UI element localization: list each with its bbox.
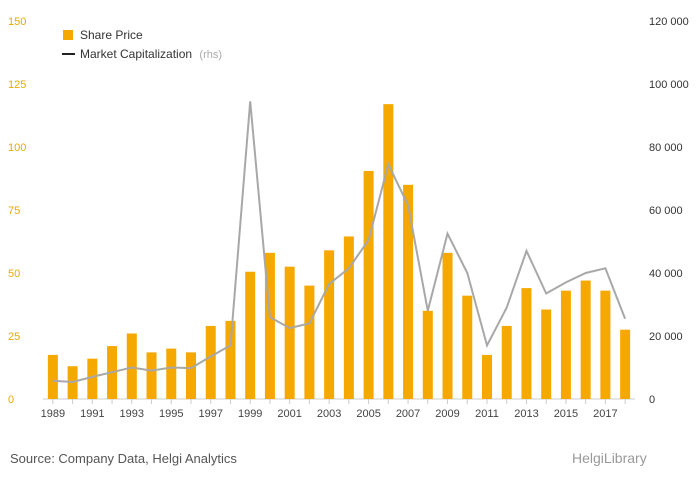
- x-axis-ticks: 1989 1991 1993 1995 1997 1999 2001 2003 2005 2007…: [41, 399, 626, 420]
- right-axis: 0 20 000 40 000 60 000 80 000 100 000 120 000: [649, 16, 689, 406]
- right-tick-label: 40 000: [649, 268, 683, 280]
- share-price-bar: [87, 358, 98, 399]
- left-tick-label: 50: [8, 268, 20, 280]
- market-cap-line: [52, 101, 627, 384]
- x-tick-label: 2013: [514, 408, 538, 420]
- share-price-bar: [205, 325, 216, 399]
- left-axis: 0 25 50 75 100 125 150: [8, 16, 26, 406]
- x-tick-label: 1989: [41, 408, 65, 420]
- left-tick-label: 25: [8, 331, 20, 343]
- left-tick-label: 125: [8, 79, 26, 91]
- brand-text: HelgiLibrary: [572, 450, 647, 466]
- x-tick-label: 1997: [198, 408, 222, 420]
- right-tick-label: 80 000: [649, 142, 683, 154]
- share-price-bar: [245, 271, 256, 399]
- left-tick-label: 0: [8, 394, 14, 406]
- x-tick-label: 2017: [593, 408, 617, 420]
- x-tick-label: 2011: [475, 408, 499, 420]
- brand-logo: HelgiLibrary: [572, 450, 647, 466]
- share-price-bar: [482, 354, 492, 399]
- share-price-bar: [304, 285, 315, 399]
- share-price-bar: [186, 352, 196, 399]
- x-tick-label: 1995: [159, 408, 183, 420]
- share-price-bar: [521, 288, 532, 399]
- legend-label-market-cap: Market Capitalization: [80, 47, 192, 61]
- share-price-bar: [225, 320, 236, 399]
- svg-text:Market Capitalization (r: Market Capitalization (rhs): [80, 47, 222, 61]
- share-price-bar: [620, 329, 631, 399]
- legend-label-market-cap-suffix: (rhs): [199, 49, 222, 61]
- share-price-bar: [403, 184, 414, 399]
- share-price-bar: [126, 333, 137, 399]
- share-price-bar: [146, 352, 157, 399]
- x-tick-label: 2003: [317, 408, 341, 420]
- x-tick-label: 2009: [435, 408, 459, 420]
- share-price-bar: [47, 354, 58, 399]
- source-note: Source: Company Data, Helgi Analytics: [10, 451, 237, 466]
- share-price-bar: [422, 310, 433, 399]
- left-tick-label: 100: [8, 142, 26, 154]
- share-price-bar: [501, 325, 512, 399]
- x-tick-label: 2001: [277, 408, 301, 420]
- share-price-bar: [284, 266, 295, 399]
- x-tick-label: 1999: [238, 408, 262, 420]
- x-tick-label: 2005: [356, 408, 380, 420]
- x-tick-label: 2015: [554, 408, 578, 420]
- legend-label-share-price: Share Price: [80, 28, 143, 42]
- share-price-bar: [264, 252, 275, 399]
- left-tick-label: 150: [8, 16, 26, 28]
- share-price-bar: [166, 348, 177, 399]
- share-price-bars: [47, 104, 631, 399]
- share-price-bar: [324, 250, 335, 399]
- right-tick-label: 60 000: [649, 205, 683, 217]
- right-tick-label: 20 000: [649, 331, 683, 343]
- share-price-bar: [442, 252, 453, 399]
- share-price-bar: [580, 280, 591, 399]
- legend-swatch-share-price: [63, 30, 73, 40]
- x-tick-label: 1991: [80, 408, 104, 420]
- legend: Share Price Market Capitalization (rhs): [62, 28, 222, 61]
- share-price-bar: [363, 170, 374, 399]
- share-price-bar: [541, 309, 552, 399]
- left-tick-label: 75: [8, 205, 20, 217]
- share-price-bar: [383, 104, 394, 399]
- share-price-bar: [343, 236, 354, 399]
- right-tick-label: 120 000: [649, 16, 689, 28]
- share-price-bar: [600, 290, 611, 399]
- share-price-bar: [462, 295, 473, 399]
- x-tick-label: 2007: [396, 408, 420, 420]
- x-tick-label: 1993: [120, 408, 144, 420]
- share-price-bar: [560, 290, 571, 399]
- right-tick-label: 100 000: [649, 79, 689, 91]
- right-tick-label: 0: [649, 394, 655, 406]
